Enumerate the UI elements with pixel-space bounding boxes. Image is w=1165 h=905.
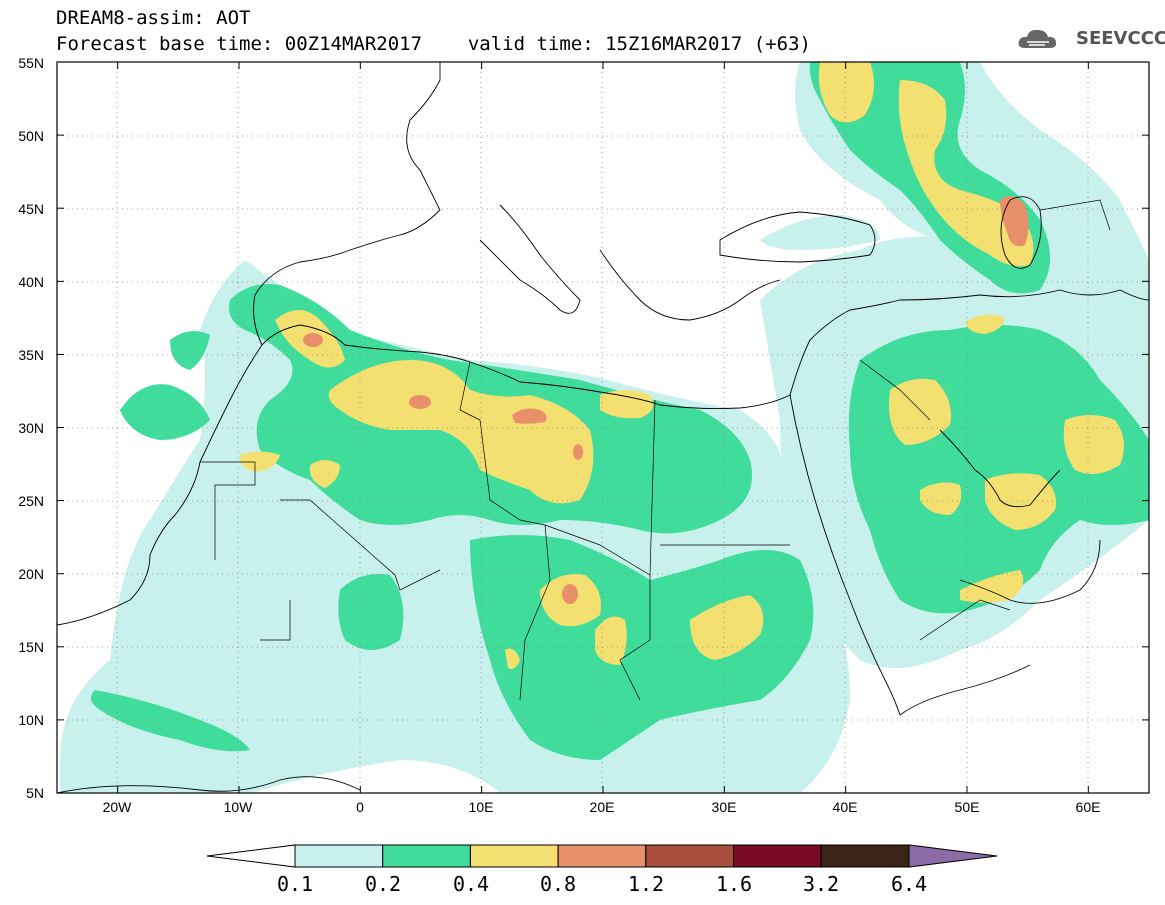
colorbar-tick-label: 0.4: [453, 872, 489, 896]
colorbar-swatch: [382, 844, 471, 868]
lon-label: 40E: [833, 799, 858, 815]
lon-label: 10W: [224, 799, 254, 815]
lon-label: 0: [356, 799, 364, 815]
coastlines: [57, 62, 1149, 793]
colorbar-tick-label: 0.1: [277, 872, 313, 896]
lon-label: 20E: [590, 799, 615, 815]
colorbar-swatch: [557, 844, 647, 868]
lat-axis-labels: 55N 50N 45N 40N 35N 30N 25N 20N 15N 10N …: [18, 55, 44, 801]
logo-text: SEEVCCC: [1076, 28, 1165, 49]
colorbar: 0.1 0.2 0.4 0.8 1.2 1.6 3.2 6.4: [206, 844, 998, 896]
country-borders: [200, 199, 1111, 701]
lat-label: 5N: [26, 785, 44, 801]
lat-label: 25N: [18, 493, 44, 509]
map-title-line-2: Forecast base time: 00Z14MAR2017 valid t…: [56, 34, 811, 54]
lon-label: 50E: [955, 799, 980, 815]
colorbar-swatch: [733, 844, 822, 868]
aot-contour-fields: [60, 62, 1149, 793]
lon-label: 60E: [1076, 799, 1101, 815]
lon-label: 10E: [469, 799, 494, 815]
lat-label: 10N: [18, 712, 44, 728]
colorbar-high-arrow: [908, 844, 998, 868]
lat-label: 20N: [18, 566, 44, 582]
lon-label: 20W: [103, 799, 133, 815]
axis-ticks: [57, 61, 1149, 794]
lat-label: 35N: [18, 347, 44, 363]
colorbar-swatch: [820, 844, 910, 868]
graticule: [57, 62, 1149, 793]
valid-time-label: valid time: 15Z16MAR2017 (+63): [467, 33, 811, 55]
lat-label: 50N: [18, 128, 44, 144]
colorbar-tick-label: 1.6: [716, 872, 752, 896]
colorbar-swatch: [469, 844, 559, 868]
colorbar-swatch: [645, 844, 734, 868]
base-time-label: Forecast base time: 00Z14MAR2017: [56, 33, 423, 55]
colorbar-tick-label: 3.2: [803, 872, 839, 896]
aot-band-0.8: [303, 196, 1029, 604]
colorbar-swatches: [294, 844, 910, 868]
lat-label: 30N: [18, 420, 44, 436]
colorbar-tick-label: 1.2: [628, 872, 664, 896]
cloud-icon: [1018, 29, 1057, 48]
lon-label: 30E: [712, 799, 737, 815]
lat-label: 15N: [18, 639, 44, 655]
colorbar-low-arrow: [206, 844, 296, 868]
colorbar-tick-labels: 0.1 0.2 0.4 0.8 1.2 1.6 3.2 6.4: [277, 872, 927, 896]
colorbar-tick-label: 0.2: [365, 872, 401, 896]
colorbar-swatch: [294, 844, 384, 868]
colorbar-tick-label: 6.4: [891, 872, 927, 896]
lat-label: 45N: [18, 201, 44, 217]
colorbar-tick-label: 0.8: [540, 872, 576, 896]
map-title-line-1: DREAM8-assim: AOT: [56, 7, 251, 29]
lat-label: 40N: [18, 274, 44, 290]
lon-axis-labels: 20W 10W 0 10E 20E 30E 40E 50E 60E: [103, 799, 1101, 815]
lat-label: 55N: [18, 55, 44, 71]
